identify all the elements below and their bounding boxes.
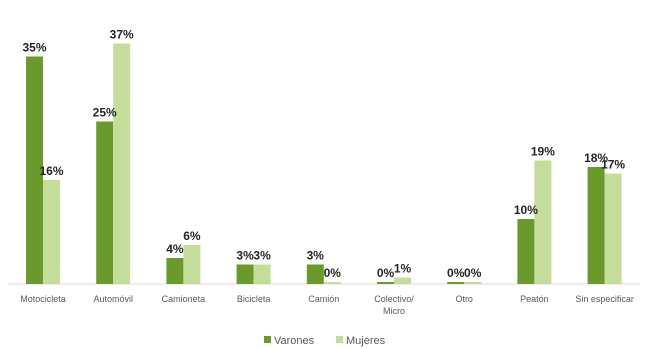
- data-label-varones-peaton: 10%: [514, 203, 538, 217]
- data-label-varones-otro: 0%: [447, 266, 465, 280]
- bar-varones-bicicleta: [236, 264, 254, 284]
- category-labels-group: Motocicleta Automóvil Camioneta Bicicleta Ca…: [20, 294, 634, 316]
- bar-mujeres-sin-especificar: [604, 173, 622, 284]
- category-label-otro: Otro: [455, 294, 473, 304]
- data-label-varones-automovil: 25%: [93, 106, 117, 120]
- data-label-mujeres-automovil: 37%: [110, 28, 134, 42]
- bar-mujeres-peaton: [534, 160, 552, 284]
- data-labels-group: 35%16%25%37%4%6%3% 3% 3%0% 0% 1% 0% 0%10%19% 18…: [22, 28, 625, 281]
- data-label-mujeres-bicicleta: 3%: [253, 249, 271, 263]
- bar-varones-camion: [306, 264, 324, 284]
- bar-varones-motocicleta: [26, 56, 43, 284]
- data-label-varones-camion: 3%: [307, 249, 325, 263]
- data-label-varones-sin-especificar: 18%: [584, 151, 608, 165]
- legend: Varones Mujeres: [264, 335, 386, 347]
- bar-varones-colectivo-micro: [377, 282, 394, 284]
- data-label-mujeres-otro: 0%: [464, 266, 482, 280]
- data-label-mujeres-peaton: 19%: [531, 145, 555, 159]
- category-label-automovil: Automóvil: [93, 294, 133, 304]
- data-label-mujeres-camioneta: 6%: [183, 229, 201, 243]
- bar-varones-camioneta: [166, 258, 184, 284]
- data-label-varones-camioneta: 4%: [166, 242, 184, 256]
- category-label-bicicleta: Bicicleta: [237, 294, 271, 304]
- category-label-sin-especificar: Sin especificar: [575, 294, 634, 304]
- category-label-colectivo-micro: Colectivo/Micro: [374, 294, 414, 316]
- data-label-mujeres-sin-especificar: 17%: [601, 158, 625, 172]
- bar-mujeres-camion: [323, 282, 341, 284]
- legend-swatch-varones: [264, 336, 271, 343]
- bar-mujeres-otro: [464, 282, 482, 284]
- legend-label-varones: Varones: [274, 335, 315, 347]
- data-label-varones-motocicleta: 35%: [22, 41, 46, 55]
- data-label-mujeres-camion: 0%: [324, 266, 342, 280]
- bars-group: [26, 43, 622, 284]
- bar-mujeres-bicicleta: [253, 264, 271, 284]
- legend-swatch-mujeres: [336, 336, 343, 343]
- bar-varones-sin-especificar: [587, 167, 605, 284]
- bar-varones-peaton: [517, 219, 535, 284]
- data-label-mujeres-motocicleta: 16%: [39, 164, 63, 178]
- category-label-camioneta: Camioneta: [162, 294, 206, 304]
- data-label-varones-bicicleta: 3%: [236, 249, 254, 263]
- bar-mujeres-automovil: [113, 43, 131, 284]
- bar-mujeres-colectivo-micro: [394, 277, 411, 284]
- category-label-motocicleta: Motocicleta: [20, 294, 66, 304]
- bar-varones-otro: [447, 282, 465, 284]
- category-label-camion: Camión: [308, 294, 339, 304]
- bar-varones-automovil: [96, 121, 114, 284]
- bar-mujeres-motocicleta: [43, 180, 60, 284]
- data-label-mujeres-colectivo-micro: 1%: [394, 262, 412, 276]
- legend-label-mujeres: Mujeres: [346, 335, 386, 347]
- bar-mujeres-camioneta: [183, 245, 201, 284]
- data-label-varones-colectivo-micro: 0%: [377, 266, 395, 280]
- category-label-peaton: Peatón: [520, 294, 549, 304]
